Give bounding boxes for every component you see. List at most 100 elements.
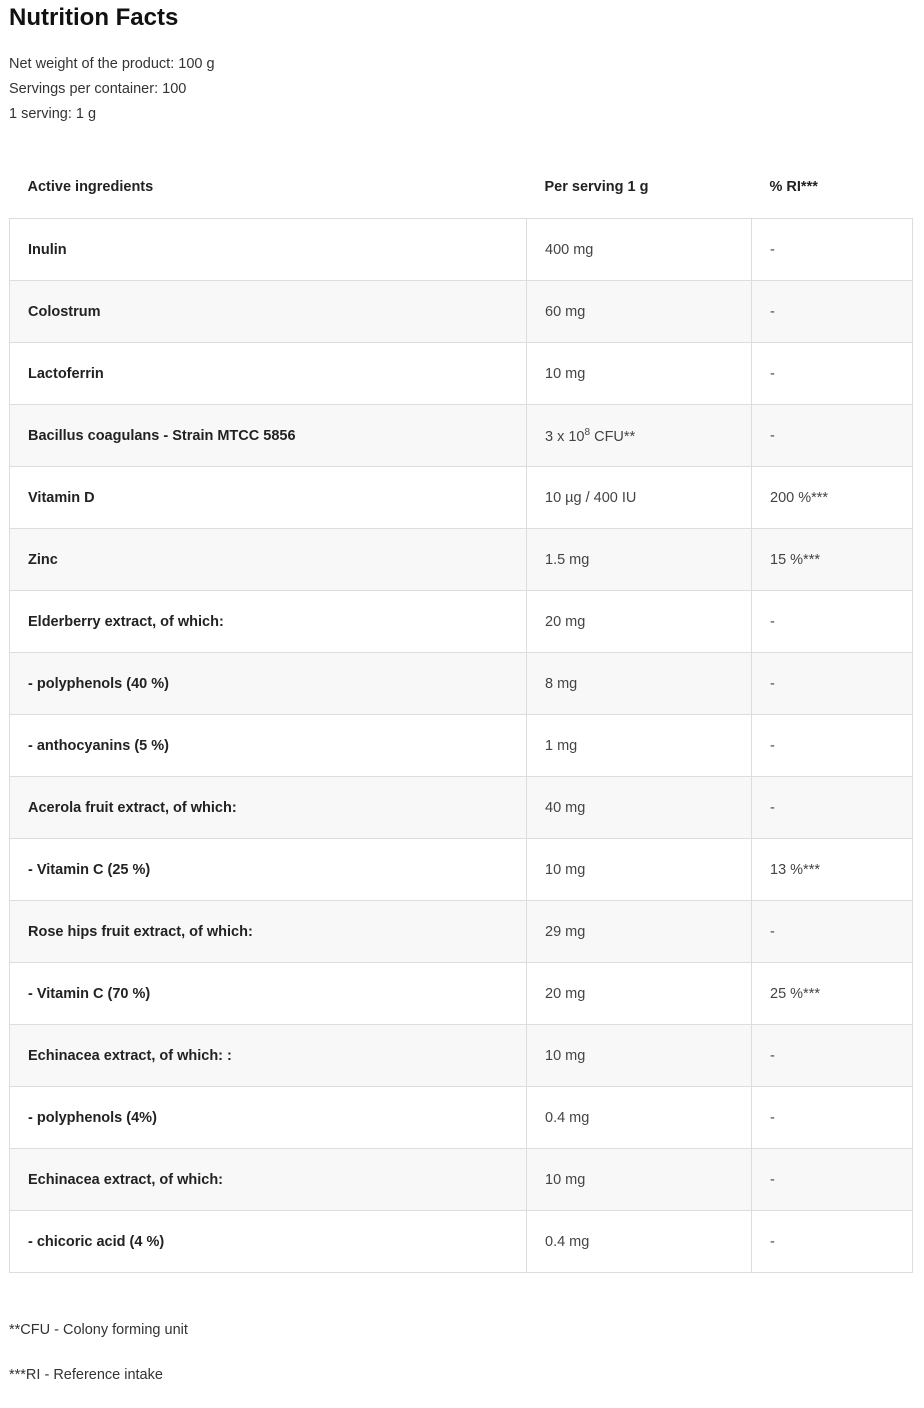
table-row: Colostrum 60 mg - (9, 280, 913, 343)
ri-value: - (751, 652, 913, 715)
value-text: 8 mg (545, 675, 578, 692)
table-row: Echinacea extract, of which: 10 mg - (9, 1148, 913, 1211)
ingredient-name: Vitamin D (9, 466, 527, 529)
per-serving-value: 10 µg / 400 IU (526, 466, 752, 529)
value-text: 10 mg (545, 861, 586, 878)
per-serving-value: 400 mg (526, 218, 752, 281)
value-text: 29 mg (545, 923, 586, 940)
per-serving-value: 40 mg (526, 776, 752, 839)
value-text: 10 mg (545, 1047, 586, 1064)
ingredient-name: Rose hips fruit extract, of which: (9, 900, 527, 963)
per-serving-value: 8 mg (526, 652, 752, 715)
per-serving-value: 3 x 108 CFU** (526, 404, 752, 467)
table-row: Bacillus coagulans - Strain MTCC 5856 3 x… (9, 404, 913, 467)
value-exponent: 8 (584, 426, 591, 438)
ingredient-name: Colostrum (9, 280, 527, 343)
nutrition-table: Active ingredients Per serving 1 g % RI*… (9, 156, 913, 1273)
footnotes: **CFU - Colony forming unit ***RI - Refe… (9, 1318, 915, 1408)
table-row: - chicoric acid (4 %) 0.4 mg - (9, 1210, 913, 1273)
ri-value: - (751, 1024, 913, 1087)
ri-value: 200 %*** (751, 466, 913, 529)
table-row: - Vitamin C (70 %) 20 mg 25 %*** (9, 962, 913, 1025)
ri-value: - (751, 714, 913, 777)
header-ingredients: Active ingredients (27, 179, 154, 195)
table-header: Active ingredients Per serving 1 g % RI*… (10, 156, 913, 219)
per-serving-value: 10 mg (526, 838, 752, 901)
ingredient-name: Lactoferrin (9, 342, 527, 405)
ingredient-name: Bacillus coagulans - Strain MTCC 5856 (9, 404, 527, 467)
value-text: 0.4 mg (545, 1109, 590, 1126)
value-text: 40 mg (545, 799, 586, 816)
ri-value: - (751, 280, 913, 343)
table-row: Echinacea extract, of which: : 10 mg - (9, 1024, 913, 1087)
value-text: 10 mg (545, 365, 586, 382)
value-text: 1.5 mg (545, 551, 590, 568)
table-row: Vitamin D 10 µg / 400 IU 200 %*** (9, 466, 913, 529)
ingredient-name: - Vitamin C (70 %) (9, 962, 527, 1025)
table-row: Rose hips fruit extract, of which: 29 mg - (9, 900, 913, 963)
ri-value: - (751, 1210, 913, 1273)
table-row: Inulin 400 mg - (9, 218, 913, 281)
per-serving-value: 20 mg (526, 590, 752, 653)
per-serving-value: 10 mg (526, 1148, 752, 1211)
ingredient-name: Echinacea extract, of which: (9, 1148, 527, 1211)
table-row: - polyphenols (40 %) 8 mg - (9, 652, 913, 715)
table-row: Zinc 1.5 mg 15 %*** (9, 528, 913, 591)
per-serving-value: 10 mg (526, 1024, 752, 1087)
value-text: 400 mg (545, 241, 594, 258)
servings-per-container: Servings per container: 100 (9, 81, 187, 97)
ingredient-name: Zinc (9, 528, 527, 591)
value-text: 0.4 mg (545, 1233, 590, 1250)
ri-value: - (751, 218, 913, 281)
value-suffix: CFU** (590, 428, 636, 445)
ingredient-name: Acerola fruit extract, of which: (9, 776, 527, 839)
serving-size: 1 serving: 1 g (9, 106, 97, 122)
ingredient-name: Elderberry extract, of which: (9, 590, 527, 653)
ri-value: - (751, 776, 913, 839)
per-serving-value: 29 mg (526, 900, 752, 963)
value-text: 60 mg (545, 303, 586, 320)
per-serving-value: 20 mg (526, 962, 752, 1025)
value-text: 10 µg / 400 IU (545, 489, 637, 506)
ri-value: - (751, 900, 913, 963)
header-ri: % RI*** (769, 179, 818, 195)
ingredient-name: - anthocyanins (5 %) (9, 714, 527, 777)
table-row: - anthocyanins (5 %) 1 mg - (9, 714, 913, 777)
ri-value: 15 %*** (751, 528, 913, 591)
page-title: Nutrition Facts (9, 4, 179, 31)
ri-value: - (751, 404, 913, 467)
per-serving-value: 0.4 mg (526, 1210, 752, 1273)
ri-value: - (751, 1086, 913, 1149)
per-serving-value: 1 mg (526, 714, 752, 777)
ingredient-name: - Vitamin C (25 %) (9, 838, 527, 901)
table-row: Elderberry extract, of which: 20 mg - (9, 590, 913, 653)
ingredient-name: - polyphenols (40 %) (9, 652, 527, 715)
table-row: Lactoferrin 10 mg - (9, 342, 913, 405)
ingredient-name: - chicoric acid (4 %) (9, 1210, 527, 1273)
header-per-serving: Per serving 1 g (544, 179, 649, 195)
value-text: 10 mg (545, 1171, 586, 1188)
ri-value: 25 %*** (751, 962, 913, 1025)
per-serving-value: 1.5 mg (526, 528, 752, 591)
value-text: 1 mg (545, 737, 578, 754)
per-serving-value: 0.4 mg (526, 1086, 752, 1149)
ingredient-name: Inulin (9, 218, 527, 281)
net-weight: Net weight of the product: 100 g (9, 56, 215, 72)
table-row: - Vitamin C (25 %) 10 mg 13 %*** (9, 838, 913, 901)
ingredient-name: Echinacea extract, of which: : (9, 1024, 527, 1087)
table-row: - polyphenols (4%) 0.4 mg - (9, 1086, 913, 1149)
value-text: 20 mg (545, 613, 586, 630)
per-serving-value: 60 mg (526, 280, 752, 343)
product-meta: Net weight of the product: 100 g Serving… (9, 52, 915, 127)
ri-value: - (751, 1148, 913, 1211)
ri-value: - (751, 342, 913, 405)
ingredient-name: - polyphenols (4%) (9, 1086, 527, 1149)
table-row: Acerola fruit extract, of which: 40 mg - (9, 776, 913, 839)
ri-value: 13 %*** (751, 838, 913, 901)
ri-value: - (751, 590, 913, 653)
value-text: 3 x 10 (545, 428, 585, 445)
value-text: 20 mg (545, 985, 586, 1002)
per-serving-value: 10 mg (526, 342, 752, 405)
footnote-cfu: **CFU - Colony forming unit (9, 1322, 188, 1338)
footnote-ri: ***RI - Reference intake (9, 1367, 163, 1383)
